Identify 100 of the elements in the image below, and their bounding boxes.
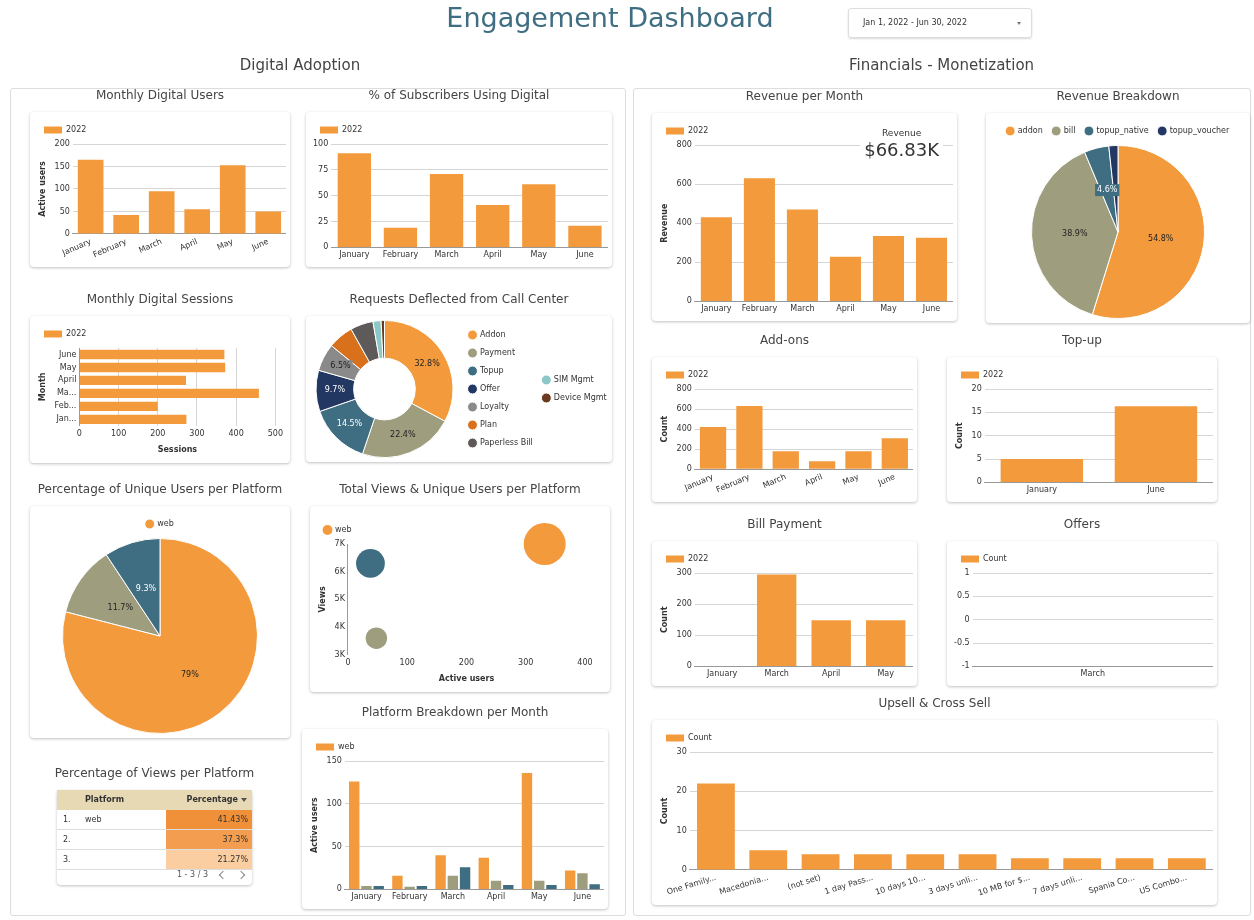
bar — [786, 209, 818, 301]
chart-title: Monthly Digital Users — [94, 88, 226, 102]
y-tick-label: 1. — [63, 814, 71, 826]
x-tick-label: April — [803, 472, 824, 488]
x-tick-label: (not set) — [786, 872, 822, 892]
text: Revenue — [881, 127, 923, 139]
y-tick-label: 6K — [334, 566, 346, 576]
x-tick-label: January — [338, 250, 370, 260]
y-tick-label: 4K — [334, 622, 346, 632]
y-tick-label: 5 — [976, 454, 982, 464]
x-tick-label: 400 — [577, 657, 593, 667]
x-tick-label: 10 days 10... — [874, 872, 927, 897]
y-tick-label: Ma... — [56, 388, 77, 398]
x-tick-label: May — [530, 892, 548, 902]
y-tick-label: 0 — [686, 464, 692, 474]
legend-label: Paperless Bill — [480, 438, 533, 448]
y-tick-label: 10 — [971, 430, 982, 440]
chart-title: Upsell & Cross Sell — [877, 696, 992, 710]
y-tick-label: 800 — [676, 384, 692, 394]
legend-label: web — [335, 525, 352, 535]
y-axis-title: Count — [659, 797, 669, 825]
bar — [772, 451, 799, 469]
bar — [906, 854, 945, 870]
data-label: 54.8% — [1148, 233, 1174, 243]
chart-title: Total Views & Unique Users per Platform — [339, 482, 581, 496]
y-tick-label: 300 — [676, 568, 692, 578]
data-label: 9.3% — [135, 584, 157, 594]
bar — [383, 227, 418, 247]
bar — [845, 451, 872, 469]
bar — [749, 850, 788, 870]
y-axis-title: Count — [659, 415, 669, 443]
x-tick-label: 300 — [189, 428, 205, 438]
chart-title: Requests Deflected from Call Center — [348, 292, 570, 306]
y-axis-title: Count — [659, 606, 669, 633]
bar — [881, 438, 908, 469]
x-tick-label: March — [764, 669, 789, 679]
chart-title: Add-ons — [759, 333, 810, 347]
x-tick-label: June — [249, 236, 270, 253]
bar — [534, 880, 545, 889]
bar — [435, 855, 446, 889]
bar — [79, 414, 187, 424]
bar — [361, 885, 372, 889]
text: Digital Adoption — [238, 56, 362, 74]
y-tick-label: 20 — [676, 786, 687, 796]
x-tick-label: June — [575, 250, 594, 260]
bar — [546, 885, 557, 889]
y-axis-title: Revenue — [659, 203, 669, 243]
text: Jan 1, 2022 - Jun 30, 2022 — [863, 18, 968, 27]
bar — [476, 205, 510, 247]
x-tick-label: 3 days unli... — [927, 872, 979, 897]
y-tick-label: 75 — [318, 164, 329, 174]
y-tick-label: 7K — [334, 539, 346, 549]
y-tick-label: 10 — [676, 825, 687, 835]
bar — [113, 215, 139, 234]
x-tick-label: 7 days unli... — [1031, 872, 1084, 897]
bar — [1115, 858, 1154, 870]
legend-label: web — [157, 519, 174, 529]
x-tick-label: January — [1025, 485, 1058, 495]
bar — [79, 401, 158, 412]
x-tick-label: 300 — [518, 657, 534, 667]
y-axis-title: Count — [954, 422, 964, 449]
x-tick-label: February — [391, 892, 428, 902]
x-tick-label: January — [705, 669, 738, 679]
x-tick-label: May — [215, 236, 235, 252]
bar — [79, 388, 259, 399]
bar — [148, 191, 175, 234]
data-label: 9.7% — [324, 385, 346, 395]
x-tick-label: January — [350, 892, 382, 902]
bar — [915, 237, 948, 301]
x-tick-label: 1 day Pass... — [823, 872, 875, 897]
y-axis-title: Month — [37, 372, 47, 402]
chart-title: Percentage of Views per Platform — [53, 766, 256, 780]
legend-label: Device Mgmt — [553, 393, 607, 403]
y-tick-label: 150 — [54, 161, 70, 171]
y-tick-label: -0.5 — [954, 638, 970, 648]
legend-label: Offer — [480, 384, 501, 394]
legend-label: 2022 — [66, 125, 87, 135]
legend-label: Plan — [480, 420, 498, 430]
x-axis-title: Sessions — [157, 445, 198, 455]
x-tick-label: US Combo... — [1138, 872, 1189, 896]
bar — [404, 886, 415, 889]
x-tick-label: June — [1146, 485, 1165, 495]
legend-label: Payment — [480, 348, 516, 358]
x-tick-label: April — [486, 892, 506, 902]
bar — [829, 256, 861, 301]
bar — [521, 772, 533, 889]
bar — [79, 349, 225, 360]
y-tick-label: 50 — [59, 206, 70, 216]
x-tick-label: January — [700, 304, 732, 314]
bar — [589, 884, 600, 889]
bar — [447, 875, 459, 889]
x-tick-label: June — [921, 304, 941, 314]
y-tick-label: April — [58, 375, 77, 385]
bar — [854, 854, 892, 870]
x-tick-label: 400 — [228, 428, 244, 438]
chart-title: Offers — [1062, 517, 1102, 531]
bar — [503, 885, 514, 889]
y-tick-label: 200 — [676, 444, 692, 454]
bar — [184, 209, 211, 234]
y-tick-label: 100 — [54, 184, 70, 194]
